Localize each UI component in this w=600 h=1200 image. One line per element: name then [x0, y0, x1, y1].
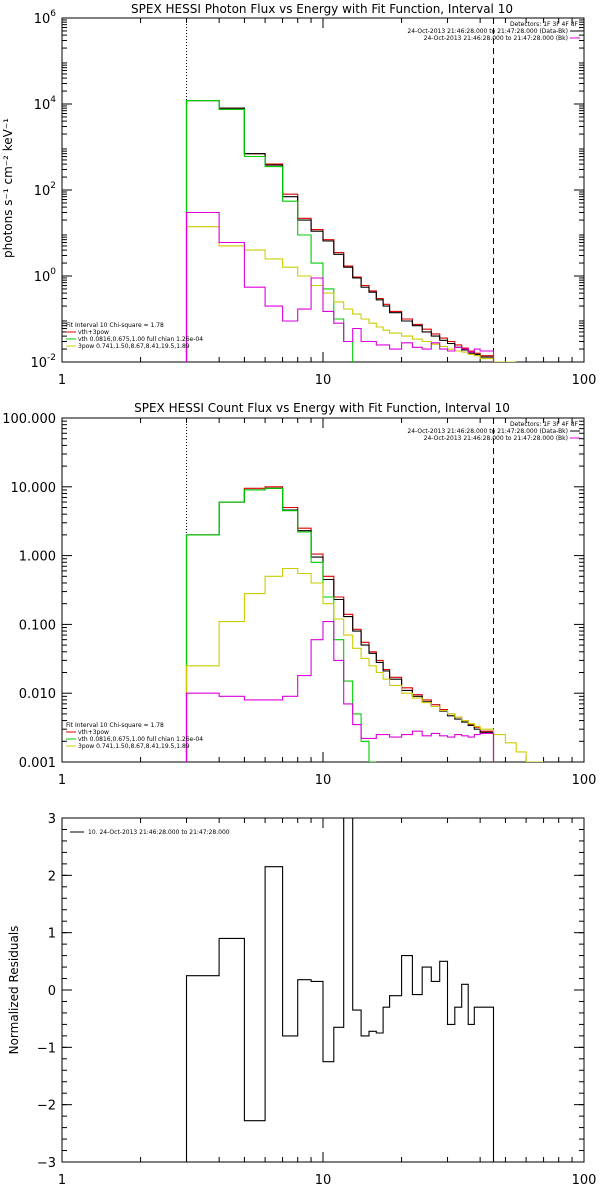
legend-entry: 3pow 0.741,1.50,8.67,8.41,19.5,1.89	[78, 743, 190, 750]
y-tick-label: 3	[48, 812, 56, 827]
y-tick-label: 10-2	[30, 353, 56, 371]
y-tick-label: 0.001	[19, 756, 56, 771]
y-tick-label: 2	[48, 869, 56, 884]
x-tick-label: 1	[58, 1173, 66, 1188]
series-line-0	[185, 818, 495, 1162]
legend-entry: Detectors: 1F 3F 4F 8F	[510, 421, 579, 428]
x-tick-label: 10	[315, 373, 332, 388]
series-line-3	[185, 226, 517, 362]
series-line-3	[185, 567, 544, 762]
y-tick-label: 100.000	[2, 412, 56, 427]
y-axis-label: photons s⁻¹ cm⁻² keV⁻¹	[1, 118, 15, 258]
data-area	[185, 818, 495, 1162]
chart-title: SPEX HESSI Count Flux vs Energy with Fit…	[134, 401, 510, 415]
legend-entry: vth 0.0816,0.675,1.00 full chian 1.26e-0…	[78, 336, 203, 343]
x-tick-label: 1	[58, 373, 66, 388]
x-tick-label: 10	[315, 1173, 332, 1188]
series-line-0	[185, 100, 495, 362]
y-tick-label: 0	[48, 984, 56, 999]
legend-entry: vth+3pow	[78, 329, 109, 336]
y-tick-label: −1	[37, 1041, 56, 1056]
data-area	[185, 100, 517, 362]
y-tick-label: −3	[37, 1156, 56, 1171]
y-tick-label: 104	[34, 95, 57, 113]
y-tick-label: 102	[34, 181, 56, 199]
y-tick-label: 10.000	[11, 481, 57, 496]
series-line-2	[185, 487, 377, 762]
x-tick-label: 100	[572, 1173, 597, 1188]
y-tick-label: 100	[34, 267, 57, 285]
y-axis-label: Normalized Residuals	[7, 926, 21, 1055]
series-line-4	[185, 211, 495, 362]
legend-entry: 24-Oct-2013 21:46:28.000 to 21:47:28.000…	[407, 428, 568, 435]
legend-entry: 24-Oct-2013 21:46:28.000 to 21:47:28.000…	[424, 435, 568, 442]
x-tick-label: 100	[572, 773, 597, 788]
y-tick-label: 1	[48, 927, 56, 942]
legend-entry: 24-Oct-2013 21:46:28.000 to 21:47:28.000…	[407, 28, 568, 35]
legend-entry: Detectors: 1F 3F 4F 8F	[510, 21, 579, 28]
legend-entry: Fit Interval 10 Chi-square = 1.78	[66, 722, 164, 729]
legend-entry: Fit Interval 10 Chi-square = 1.78	[66, 322, 164, 329]
x-tick-label: 10	[315, 773, 332, 788]
y-tick-label: −2	[37, 1099, 56, 1114]
legend-entry: vth 0.0816,0.675,1.00 full chian 1.26e-0…	[78, 736, 203, 743]
legend-entry: vth+3pow	[78, 729, 109, 736]
count-flux-chart: SPEX HESSI Count Flux vs Energy with Fit…	[2, 401, 596, 788]
y-tick-label: 1.000	[19, 550, 56, 565]
series-line-1	[185, 487, 495, 762]
chart-title: SPEX HESSI Photon Flux vs Energy with Fi…	[131, 2, 513, 16]
photon-flux-chart: SPEX HESSI Photon Flux vs Energy with Fi…	[1, 2, 596, 388]
y-tick-label: 0.100	[19, 618, 56, 633]
y-tick-label: 0.010	[19, 687, 56, 702]
legend-entry: 3pow 0.741,1.50,8.67,8.41,19.5,1.89	[78, 343, 190, 350]
legend-entry: 10. 24-Oct-2013 21:46:28.000 to 21:47:28…	[88, 829, 230, 836]
series-line-2	[185, 100, 354, 362]
data-area	[185, 486, 544, 762]
residuals-chart: Normalized Residuals 1 10 100 −3 −2 −1 0 1 2 3 10.…	[7, 812, 596, 1188]
y-tick-label: 106	[34, 9, 57, 27]
legend-entry: 24-Oct-2013 21:46:28.000 to 21:47:28.000…	[424, 35, 568, 42]
x-tick-label: 100	[572, 373, 597, 388]
x-tick-label: 1	[58, 773, 66, 788]
series-line-4	[185, 621, 495, 762]
